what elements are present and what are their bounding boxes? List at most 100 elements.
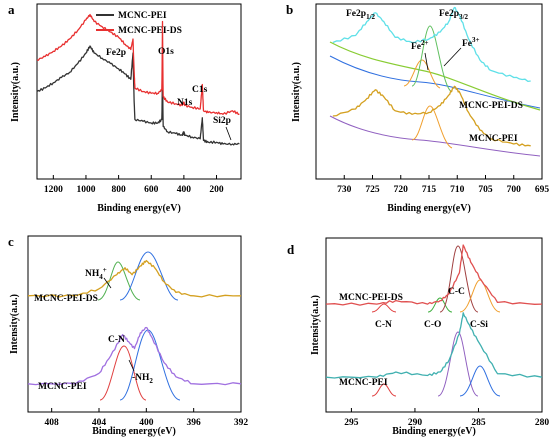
plot-frame-b	[315, 3, 543, 180]
label-mcnc-pei-d: MCNC-PEI	[339, 378, 388, 388]
series-line-mcnc-pei	[332, 85, 531, 147]
legend-label-pei-ds: MCNC-PEI-DS	[118, 26, 182, 36]
x-tick-label: 705	[478, 185, 493, 195]
x-tick-label: 710	[450, 185, 465, 195]
y-axis-label-d: Intensity(a.u.)	[310, 295, 321, 355]
label-mcnc-pei-ds-c: MCNC-PEI-DS	[34, 294, 98, 304]
annotation-o1s: O1s	[158, 47, 174, 57]
annotation-n1s: N1s	[177, 98, 193, 108]
x-tick-label: 400	[139, 418, 154, 428]
x-axis-label-a: Binding energy(eV)	[97, 203, 181, 214]
annotation-fe2p32: Fe2p3/2	[439, 9, 469, 21]
plot-frame-c	[27, 235, 242, 413]
x-tick-label: 396	[187, 418, 202, 428]
x-axis-label-c: Binding energy(eV)	[92, 426, 176, 437]
panel-a: a Intensity(a.u.) Binding energy(eV) 120…	[8, 2, 242, 214]
series-group-c	[27, 259, 242, 386]
series-line-mcnc-pei-ds	[36, 13, 240, 115]
nh4-pointer	[103, 277, 112, 289]
panel-b: b Intensity(a.u.) Binding energy(eV) 730…	[286, 2, 549, 214]
x-tick-label: 725	[365, 185, 380, 195]
annotation-nh4: NH4+	[85, 266, 107, 281]
background-ds-b	[329, 41, 541, 111]
cn-peak-d	[371, 303, 397, 313]
x-tick-label: 392	[234, 418, 249, 428]
x-tick-label: 1000	[76, 185, 95, 195]
x-tick-label: 285	[471, 418, 486, 428]
y-axis-label-c: Intensity(a.u.)	[9, 294, 20, 354]
fe3plus-peak-b	[411, 25, 453, 93]
x-axis-label-b: Binding energy(eV)	[387, 203, 471, 214]
nh2-pointer	[128, 359, 135, 372]
csi-peak-pei-d	[459, 365, 501, 397]
x-tick-label: 290	[408, 418, 423, 428]
amine-peak-ds-c	[119, 251, 179, 301]
series-group-b	[332, 6, 531, 147]
label-mcnc-pei-ds-b: MCNC-PEI-DS	[459, 101, 523, 111]
series-line-mcnc-pei-ds	[27, 259, 242, 298]
plot-frame-d	[325, 237, 543, 413]
x-tick-label: 400	[177, 185, 192, 195]
baseline-ds-b	[329, 55, 541, 109]
cn-peak-c	[99, 345, 147, 401]
x-tick-label: 200	[209, 185, 224, 195]
annotation-c1s: C1s	[192, 85, 208, 95]
annotation-co-d: C-O	[424, 320, 441, 330]
series-line-mcnc-pei	[27, 326, 242, 386]
legend-label-pei: MCNC-PEI	[118, 11, 167, 21]
x-ticks-b: 730 725 720 715 710 705 700 695	[337, 175, 549, 195]
cc-peak-d	[439, 245, 479, 313]
y-axis-label-a: Intensity(a.u.)	[10, 62, 21, 122]
x-tick-label: 280	[535, 418, 550, 428]
si2p-pointer	[225, 126, 232, 141]
annotation-cc-d: C-C	[448, 287, 465, 297]
y-axis-label-b: Intensity(a.u.)	[291, 62, 302, 122]
series-group-d	[325, 244, 543, 379]
annotation-fe2p12: Fe2p1/2	[346, 9, 376, 21]
series-line-mcnc-pei-ds	[325, 244, 543, 306]
fe2plus-peak-b	[403, 59, 441, 89]
x-tick-label: 700	[507, 185, 522, 195]
annotation-fe2p: Fe2p	[106, 48, 126, 58]
annotation-cn-d: C-N	[375, 320, 392, 330]
label-mcnc-pei-c: MCNC-PEI	[38, 382, 87, 392]
x-tick-label: 730	[337, 185, 352, 195]
co-peak-d	[427, 297, 453, 313]
series-line-mcnc-pei	[36, 45, 240, 146]
cn-peak-pei-d	[371, 383, 397, 397]
x-tick-label: 600	[144, 185, 159, 195]
label-mcnc-pei-b: MCNC-PEI	[469, 134, 518, 144]
x-tick-label: 1200	[44, 185, 63, 195]
x-tick-label: 720	[394, 185, 409, 195]
series-line-mcnc-pei-ds	[332, 6, 531, 83]
panel-label-d: d	[287, 242, 295, 257]
fe-peak-pei-b	[411, 105, 453, 149]
x-tick-label: 715	[422, 185, 437, 195]
x-tick-label: 295	[344, 418, 359, 428]
fe2plus-pointer	[424, 52, 429, 71]
x-ticks-d: 295 290 285 280	[344, 408, 549, 428]
series-group-a	[36, 13, 240, 146]
annotation-fe3plus: Fe3+	[462, 36, 480, 49]
baseline-pei-b	[329, 115, 541, 157]
x-tick-label: 800	[111, 185, 126, 195]
panel-d: d Intensity(a.u.) Binding energy(eV) 295…	[287, 237, 549, 437]
panel-label-c: c	[8, 234, 14, 249]
x-tick-label: 404	[92, 418, 107, 428]
annotation-csi-d: C-Si	[470, 320, 488, 330]
panel-c: c Intensity(a.u.) Binding energy(eV) 408…	[8, 234, 248, 437]
x-ticks-c: 408 404 400 396 392	[45, 408, 249, 428]
series-line-mcnc-pei	[325, 312, 543, 379]
panel-label-a: a	[8, 2, 15, 17]
x-tick-label: 408	[45, 418, 60, 428]
annotation-si2p: Si2p	[213, 116, 231, 126]
x-tick-label: 695	[535, 185, 550, 195]
nh4-peak-c	[97, 261, 141, 301]
annotation-cn-c: C-N	[108, 335, 125, 345]
nh2-peak-c	[119, 329, 181, 401]
panel-label-b: b	[286, 2, 293, 17]
x-axis-label-d: Binding energy(eV)	[392, 426, 476, 437]
csi-peak-d	[459, 279, 501, 313]
annotation-nh2: -NH2	[132, 373, 153, 385]
